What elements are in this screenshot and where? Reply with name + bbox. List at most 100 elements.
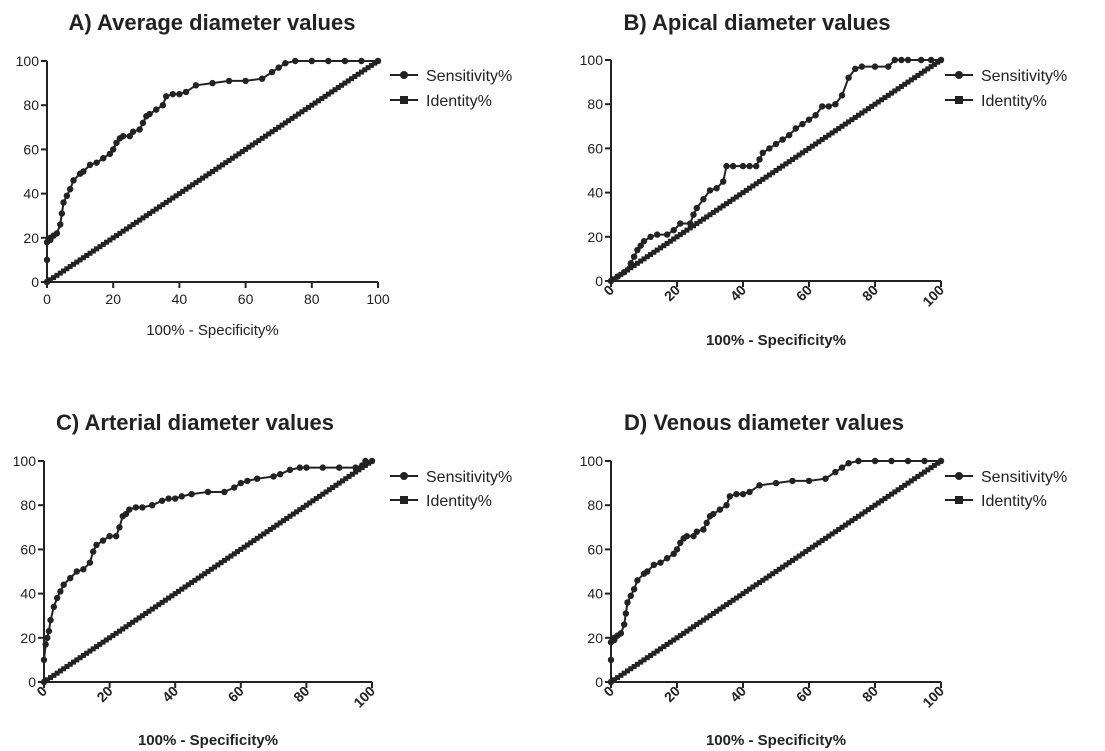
identity-point [169,593,175,599]
identity-point [750,584,756,590]
identity-point [618,271,624,277]
legend-label: Sensitivity% [426,469,512,486]
sensitivity-point [622,610,630,617]
identity-point [192,577,198,583]
identity-point [697,218,703,224]
sensitivity-point [799,120,806,128]
sensitivity-point [739,490,747,498]
identity-point [931,462,937,468]
sensitivity-point [126,132,133,140]
identity-point [173,193,179,199]
identity-point [664,641,670,647]
identity-point [631,263,637,269]
sensitivity-point [209,79,216,87]
sensitivity-point [67,574,74,582]
x-tick-label: 60 [793,282,815,304]
identity-point [773,168,779,173]
identity-point [869,103,875,109]
identity-point [195,575,201,581]
sensitivity-point [779,136,786,143]
sensitivity-point [812,112,819,119]
identity-point [664,240,670,246]
identity-point [790,557,795,563]
identity-point [225,555,231,561]
sensitivity-point [93,159,100,166]
identity-point [875,500,881,506]
sensitivity-point [90,548,97,555]
sensitivity-point [225,77,233,85]
sensitivity-point [927,56,935,64]
identity-point [133,219,139,225]
legend-square-marker [955,96,963,104]
sensitivity-point [106,150,114,158]
identity-point [74,657,80,663]
chart-b: B) Apical diameter values 0 20 40 60 80 100 0 20… [580,10,1068,349]
sensitivity-point [70,177,77,184]
sensitivity-point [146,110,153,118]
sensitivity-point [268,68,276,76]
identity-point [300,504,306,510]
identity-point [159,599,165,605]
identity-point [287,513,293,519]
sensitivity-point [336,464,343,471]
identity-point [120,228,126,234]
identity-point [724,201,729,207]
sensitivity-point [627,592,634,600]
sensitivity-point [789,477,796,485]
identity-point [799,150,805,156]
sensitivity-point [634,246,641,254]
identity-point [869,504,875,510]
identity-point [213,166,219,172]
identity-point [84,650,90,656]
identity-point [908,478,914,484]
identity-point [368,62,374,68]
identity-point [251,538,257,544]
identity-point [277,520,283,526]
identity-point [743,187,749,193]
identity-point [256,138,262,144]
identity-point [215,562,221,568]
identity-point [274,522,280,528]
identity-point [786,159,792,165]
identity-point [796,152,802,158]
sensitivity-point [891,56,898,64]
identity-point [651,650,657,656]
identity-point [720,604,726,610]
sensitivity-point [845,460,852,467]
identity-point [103,637,109,643]
identity-point [104,239,110,245]
identity-point [628,666,634,672]
sensitivity-point [733,490,740,498]
sensitivity-point [819,103,826,110]
sensitivity-point [673,546,681,553]
identity-point [651,249,657,255]
identity-point [228,553,234,559]
identity-point [846,520,852,526]
y-tick-label: 40 [587,185,603,201]
identity-point [922,68,927,74]
identity-point [208,566,214,572]
identity-point [628,265,634,271]
sensitivity-point [45,627,53,635]
chart-title: C) Arterial diameter values [56,410,334,435]
sensitivity-point [165,495,172,502]
identity-point [294,509,300,515]
chart-a: A) Average diameter values 0 20 40 60 80 100 0 2… [16,10,513,339]
identity-point [202,571,208,577]
identity-point [335,85,341,91]
identity-point [303,502,309,508]
identity-point [783,562,789,568]
identity-point [248,540,254,546]
identity-point [743,588,749,594]
sensitivity-point [766,145,773,152]
legend-label: Sensitivity% [426,68,512,85]
y-tick-label: 100 [580,52,604,68]
identity-point [733,194,739,200]
identity-point [638,659,644,665]
y-tick-label: 40 [587,586,603,602]
sensitivity-point [621,621,628,628]
identity-point [885,493,891,499]
identity-point [661,644,667,650]
x-tick-label: 80 [859,282,881,304]
identity-point [80,255,86,261]
